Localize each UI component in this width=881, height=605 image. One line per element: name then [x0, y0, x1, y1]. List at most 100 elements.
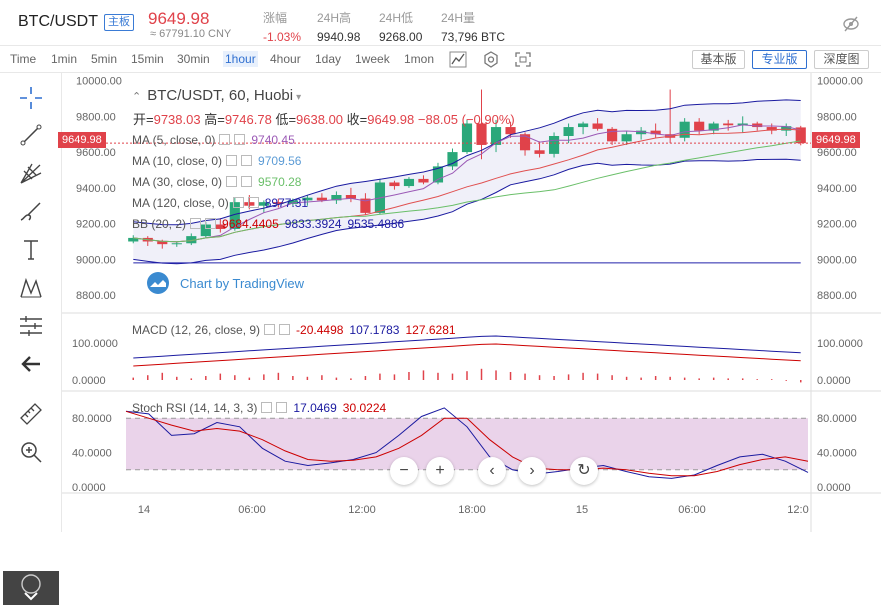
interval-15min[interactable]: 15min	[131, 52, 164, 66]
ruler-icon[interactable]	[18, 401, 44, 427]
scroll-left-button[interactable]: ‹	[478, 457, 506, 485]
eye-off-icon[interactable]	[842, 16, 860, 32]
interval-1hour[interactable]: 1hour	[223, 51, 258, 67]
zoom-in-button[interactable]: +	[426, 457, 454, 485]
close-icon[interactable]	[241, 176, 253, 187]
candle-body	[447, 152, 458, 167]
trading-chart[interactable]: 10000.00 10000.00 9800.00 9800.00 9600.00 960…	[58, 73, 881, 532]
market-header: BTC/USDT 主板 9649.98 ≈ 67791.10 CNY 涨幅 -1…	[0, 0, 881, 46]
chevron-down-icon	[21, 574, 41, 601]
legend-ma120[interactable]: MA (120, close, 0) 8977.31	[132, 196, 308, 210]
back-arrow-icon[interactable]	[18, 351, 44, 377]
reset-chart-button[interactable]: ↻	[570, 457, 598, 485]
stoch-tick-label: 40.0000	[817, 448, 857, 460]
y-tick-label: 10000.00	[76, 76, 122, 88]
legend-ma10[interactable]: MA (10, close, 0) 9709.56	[132, 154, 301, 168]
candle-body	[229, 202, 240, 229]
crosshair-icon[interactable]	[18, 85, 44, 111]
x-tick-label: 06:00	[238, 504, 266, 516]
interval-30min[interactable]: 30min	[177, 52, 210, 66]
interval-1mon[interactable]: 1mon	[404, 52, 435, 66]
settings-gear-icon[interactable]	[481, 50, 501, 69]
candle-body	[679, 121, 690, 138]
pair-symbol[interactable]: BTC/USDT	[18, 13, 98, 30]
indicator-value: 9570.28	[258, 175, 302, 189]
indicator-name: MA (30, close, 0)	[132, 175, 223, 189]
scroll-down-button[interactable]	[3, 571, 59, 605]
close-icon[interactable]	[234, 134, 246, 145]
tradingview-watermark[interactable]: Chart by TradingView	[144, 272, 304, 294]
bb-lower-line	[133, 158, 801, 265]
y-tick-label: 9800.00	[817, 111, 857, 123]
mode-depth-button[interactable]: 深度图	[814, 50, 869, 69]
pattern-icon[interactable]	[18, 275, 44, 301]
close-icon[interactable]	[205, 218, 217, 229]
settings-icon[interactable]	[226, 155, 238, 166]
close-icon[interactable]	[247, 197, 259, 208]
candle-body	[273, 202, 284, 204]
legend-ma5[interactable]: MA (5, close, 0) 9740.45	[132, 133, 295, 147]
stoch-tick-label: 0.0000	[72, 482, 106, 494]
cny-equivalent: ≈ 67791.10 CNY	[150, 28, 232, 40]
legend-stoch-rsi[interactable]: Stoch RSI (14, 14, 3, 3) 17.0469 30.0224	[132, 401, 386, 415]
ma60-line	[133, 140, 801, 243]
mode-basic-button[interactable]: 基本版	[692, 50, 745, 69]
brush-icon[interactable]	[18, 199, 44, 225]
candle-body	[781, 126, 792, 131]
text-tool-icon[interactable]	[18, 237, 44, 263]
settings-icon[interactable]	[261, 402, 273, 413]
legend-macd[interactable]: MACD (12, 26, close, 9) -20.4498 107.1783 1…	[132, 323, 456, 337]
indicator-icon[interactable]	[448, 50, 468, 69]
candle-body	[592, 123, 603, 129]
legend-ma30[interactable]: MA (30, close, 0) 9570.28	[132, 175, 301, 189]
caret-down-icon[interactable]: ▾	[296, 92, 302, 103]
settings-icon[interactable]	[190, 218, 202, 229]
candle-body	[752, 123, 763, 128]
open-value: 9738.03	[153, 112, 201, 127]
scroll-right-button[interactable]: ›	[518, 457, 546, 485]
indicator-name: MACD (12, 26, close, 9)	[132, 323, 261, 337]
settings-icon[interactable]	[232, 197, 244, 208]
interval-4hour[interactable]: 4hour	[270, 52, 301, 66]
fib-fan-icon[interactable]	[18, 161, 44, 187]
x-tick-label: 12:0	[787, 504, 808, 516]
interval-1min[interactable]: 1min	[51, 52, 78, 66]
close-icon[interactable]	[241, 155, 253, 166]
interval-toolbar: Time 1min 5min 15min 30min 1hour 4hour 1…	[0, 46, 881, 73]
zoom-in-icon[interactable]	[18, 439, 44, 465]
x-tick-label: 12:00	[348, 504, 376, 516]
fullscreen-icon[interactable]	[513, 50, 533, 69]
interval-1week[interactable]: 1week	[355, 52, 390, 66]
close-icon[interactable]	[276, 402, 288, 413]
measure-icon[interactable]	[18, 313, 44, 339]
interval-5min[interactable]: 5min	[91, 52, 118, 66]
settings-icon[interactable]	[264, 324, 276, 335]
y-tick-label: 8800.00	[817, 290, 857, 302]
collapse-caret-icon[interactable]: ⌃	[132, 91, 142, 103]
stat-label: 24H高	[317, 11, 352, 25]
low-label: 低=	[275, 112, 297, 127]
zoom-out-button[interactable]: −	[390, 457, 418, 485]
trend-line-icon[interactable]	[18, 122, 44, 148]
candle-body	[505, 127, 516, 135]
settings-icon[interactable]	[226, 176, 238, 187]
mode-pro-button[interactable]: 专业版	[752, 50, 807, 69]
chart-title-text: BTC/USDT, 60, Huobi	[147, 87, 294, 104]
interval-1day[interactable]: 1day	[315, 52, 342, 66]
minus-icon: −	[399, 462, 409, 479]
interval-time[interactable]: Time	[10, 52, 37, 66]
cloud-logo-icon	[147, 272, 169, 294]
chart-canvas[interactable]: 10000.00 10000.00 9800.00 9800.00 9600.00 960…	[62, 73, 881, 532]
candle-body	[302, 197, 313, 201]
settings-icon[interactable]	[219, 134, 231, 145]
y-tick-label: 9600.00	[76, 147, 116, 159]
stoch-tick-label: 40.0000	[72, 448, 112, 460]
high-value: 9746.78	[224, 112, 272, 127]
macd-line	[133, 335, 801, 359]
stat-label: 24H量	[441, 11, 476, 25]
candle-body	[200, 224, 211, 237]
candle-body	[578, 123, 589, 128]
macd-signal-value: 127.6281	[405, 323, 456, 337]
legend-bb[interactable]: BB (20, 2) 9684.4405 9833.3924 9535.4886	[132, 217, 404, 231]
close-icon[interactable]	[279, 324, 291, 335]
